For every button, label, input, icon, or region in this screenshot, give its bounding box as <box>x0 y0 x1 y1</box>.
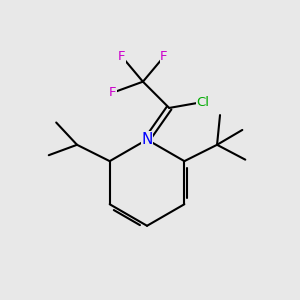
Text: Cl: Cl <box>196 95 209 109</box>
Text: F: F <box>160 50 168 63</box>
Text: F: F <box>108 86 116 99</box>
Text: F: F <box>118 50 126 63</box>
Text: N: N <box>141 132 153 147</box>
